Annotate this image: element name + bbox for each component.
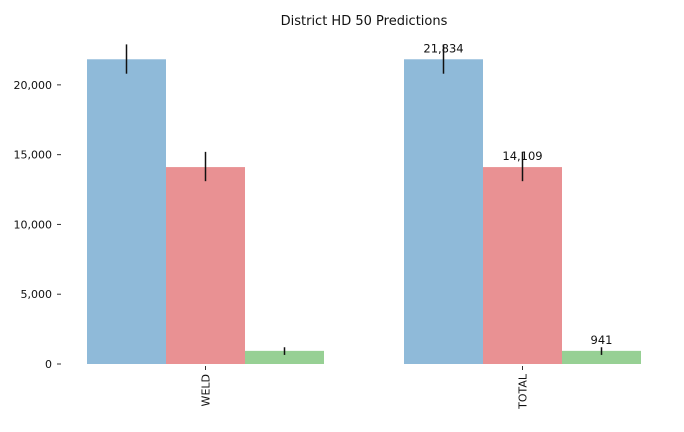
x-tick-label: TOTAL xyxy=(517,373,530,410)
y-tick-label: 10,000 xyxy=(14,218,53,231)
bar xyxy=(562,350,641,364)
x-tick-label: WELD xyxy=(200,374,213,406)
bar xyxy=(87,59,166,364)
chart-title: District HD 50 Predictions xyxy=(281,14,448,29)
y-tick-label: 5,000 xyxy=(21,288,53,301)
bar xyxy=(404,59,483,364)
bar xyxy=(483,167,562,364)
y-tick-label: 0 xyxy=(45,358,52,371)
bar xyxy=(166,167,245,364)
bars: 21,834 14,109 941 xyxy=(87,41,641,364)
data-label: 14,109 xyxy=(502,149,542,163)
y-axis: 0 5,000 10,000 15,000 20,000 xyxy=(14,79,61,371)
y-tick-label: 20,000 xyxy=(14,79,53,92)
x-axis: WELD TOTAL xyxy=(200,366,530,410)
y-tick-label: 15,000 xyxy=(14,149,53,162)
data-label: 941 xyxy=(591,333,613,347)
bar xyxy=(245,350,324,364)
data-label: 21,834 xyxy=(423,41,463,55)
